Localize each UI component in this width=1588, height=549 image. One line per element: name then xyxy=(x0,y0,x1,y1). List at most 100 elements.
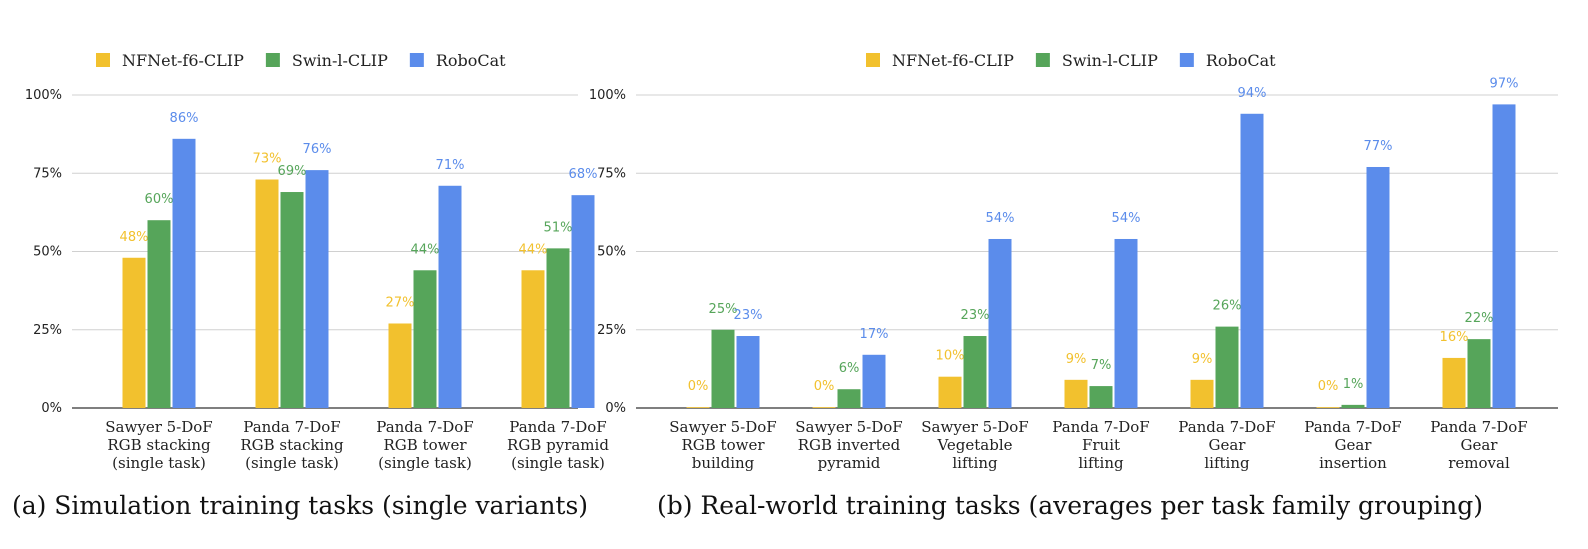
bar xyxy=(255,179,279,408)
data-label: 27% xyxy=(386,295,415,310)
category-label: Panda 7-DoF xyxy=(1430,418,1527,436)
legend-entry: NFNet-f6-CLIP xyxy=(122,51,244,70)
caption: (b) Real-world training tasks (averages … xyxy=(657,491,1483,520)
y-tick-label: 50% xyxy=(33,245,62,260)
legend-entry: RoboCat xyxy=(436,51,506,70)
y-tick-label: 25% xyxy=(597,323,626,338)
bar xyxy=(1316,407,1340,408)
bar xyxy=(305,170,329,408)
chart-a: 0% 25% 50% 75% 100% NFNet-f6-CLIP Swin-l-CLIP R… xyxy=(12,51,609,520)
category-label: Fruit xyxy=(1082,436,1120,454)
category-label: Sawyer 5-DoF xyxy=(921,418,1028,436)
data-label: 97% xyxy=(1490,76,1519,91)
category-label: (single task) xyxy=(112,454,206,472)
bar xyxy=(1089,386,1113,408)
caption: (a) Simulation training tasks (single va… xyxy=(12,491,588,520)
legend-entry: RoboCat xyxy=(1206,51,1276,70)
data-label: 73% xyxy=(253,152,282,167)
y-tick-label: 100% xyxy=(589,88,626,103)
data-label: 94% xyxy=(1238,86,1267,101)
legend: NFNet-f6-CLIP Swin-l-CLIP RoboCat xyxy=(866,51,1276,70)
bar xyxy=(438,185,462,408)
category-label: lifting xyxy=(952,454,998,472)
bar xyxy=(988,238,1012,408)
bar xyxy=(711,329,735,408)
category-label: pyramid xyxy=(818,454,881,472)
bar xyxy=(736,336,760,408)
data-label: 54% xyxy=(986,211,1015,226)
legend: NFNet-f6-CLIP Swin-l-CLIP RoboCat xyxy=(96,51,506,70)
y-tick-label: 0% xyxy=(41,401,62,416)
bar xyxy=(1492,104,1516,408)
data-label: 26% xyxy=(1213,299,1242,314)
legend-swatch xyxy=(1179,53,1194,67)
category-label: RGB tower xyxy=(383,436,467,454)
bar xyxy=(147,220,171,408)
category-label: RGB tower xyxy=(681,436,765,454)
category-label: (single task) xyxy=(511,454,605,472)
y-tick-label: 100% xyxy=(25,88,62,103)
bar xyxy=(1240,113,1264,408)
data-label: 23% xyxy=(734,308,763,323)
legend-swatch xyxy=(409,53,424,67)
category-label: Panda 7-DoF xyxy=(1178,418,1275,436)
data-label: 6% xyxy=(839,361,860,376)
legend-swatch xyxy=(96,53,110,67)
category-label: Gear xyxy=(1335,436,1373,454)
data-label: 0% xyxy=(814,379,835,394)
bar xyxy=(837,389,861,408)
bar xyxy=(1366,166,1390,408)
category-label: removal xyxy=(1448,454,1510,472)
category-label: RGB stacking xyxy=(107,436,211,454)
category-label: RGB pyramid xyxy=(507,436,609,454)
category-label: lifting xyxy=(1078,454,1124,472)
data-label: 51% xyxy=(544,220,573,235)
bar xyxy=(686,407,710,408)
bar xyxy=(571,195,595,408)
legend-entry: NFNet-f6-CLIP xyxy=(892,51,1014,70)
bar xyxy=(388,323,412,408)
bar xyxy=(1442,357,1466,408)
data-label: 54% xyxy=(1112,211,1141,226)
data-label: 0% xyxy=(688,379,709,394)
bar xyxy=(546,248,570,408)
data-label: 25% xyxy=(709,302,738,317)
y-tick-labels: 0% 25% 50% 75% 100% xyxy=(25,88,62,416)
category-label: Sawyer 5-DoF xyxy=(795,418,902,436)
data-label: 1% xyxy=(1343,377,1364,392)
bar xyxy=(521,270,545,408)
category-label: Vegetable xyxy=(936,436,1012,454)
bar xyxy=(1341,404,1365,408)
bar xyxy=(280,192,304,408)
data-label: 22% xyxy=(1465,311,1494,326)
legend-swatch xyxy=(265,53,280,67)
category-label: RGB inverted xyxy=(798,436,901,454)
category-label: insertion xyxy=(1319,454,1387,472)
bar xyxy=(862,354,886,408)
category-label: lifting xyxy=(1204,454,1250,472)
data-label: 9% xyxy=(1192,352,1213,367)
y-tick-labels: 0% 25% 50% 75% 100% xyxy=(589,88,626,416)
category-label: Sawyer 5-DoF xyxy=(669,418,776,436)
data-label: 60% xyxy=(145,192,174,207)
y-tick-label: 25% xyxy=(33,323,62,338)
data-label: 10% xyxy=(936,349,965,364)
data-label: 77% xyxy=(1364,139,1393,154)
category-label: Gear xyxy=(1209,436,1247,454)
y-tick-label: 75% xyxy=(33,166,62,181)
data-label: 76% xyxy=(303,142,332,157)
data-label: 69% xyxy=(278,164,307,179)
legend-swatch xyxy=(1035,53,1050,67)
bar xyxy=(1190,379,1214,408)
category-label: Panda 7-DoF xyxy=(243,418,340,436)
